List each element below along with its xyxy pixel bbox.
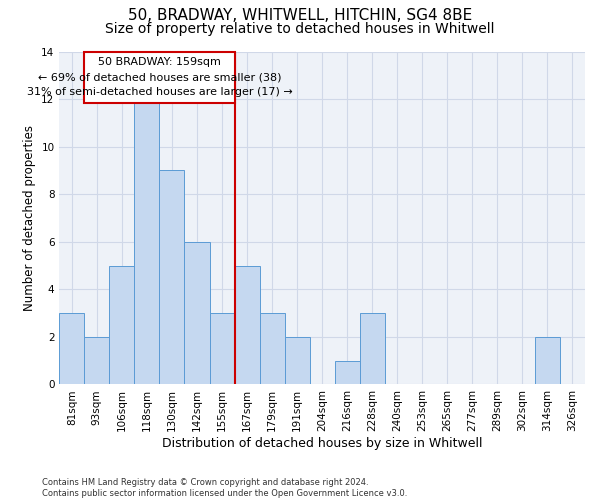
Text: 31% of semi-detached houses are larger (17) →: 31% of semi-detached houses are larger (… <box>26 86 292 97</box>
Text: 50, BRADWAY, WHITWELL, HITCHIN, SG4 8BE: 50, BRADWAY, WHITWELL, HITCHIN, SG4 8BE <box>128 8 472 22</box>
Y-axis label: Number of detached properties: Number of detached properties <box>23 125 35 311</box>
Text: 50 BRADWAY: 159sqm: 50 BRADWAY: 159sqm <box>98 58 221 68</box>
Bar <box>59 313 85 384</box>
Bar <box>85 337 109 384</box>
Bar <box>535 337 560 384</box>
Text: Contains HM Land Registry data © Crown copyright and database right 2024.
Contai: Contains HM Land Registry data © Crown c… <box>42 478 407 498</box>
Bar <box>209 313 235 384</box>
Bar <box>160 170 184 384</box>
Bar <box>360 313 385 384</box>
FancyBboxPatch shape <box>85 52 235 102</box>
Bar <box>284 337 310 384</box>
Bar <box>260 313 284 384</box>
Bar <box>235 266 260 384</box>
Bar <box>184 242 209 384</box>
X-axis label: Distribution of detached houses by size in Whitwell: Distribution of detached houses by size … <box>162 437 482 450</box>
Bar <box>109 266 134 384</box>
Bar <box>134 99 160 384</box>
Text: Size of property relative to detached houses in Whitwell: Size of property relative to detached ho… <box>105 22 495 36</box>
Text: ← 69% of detached houses are smaller (38): ← 69% of detached houses are smaller (38… <box>38 72 281 82</box>
Bar <box>335 360 360 384</box>
